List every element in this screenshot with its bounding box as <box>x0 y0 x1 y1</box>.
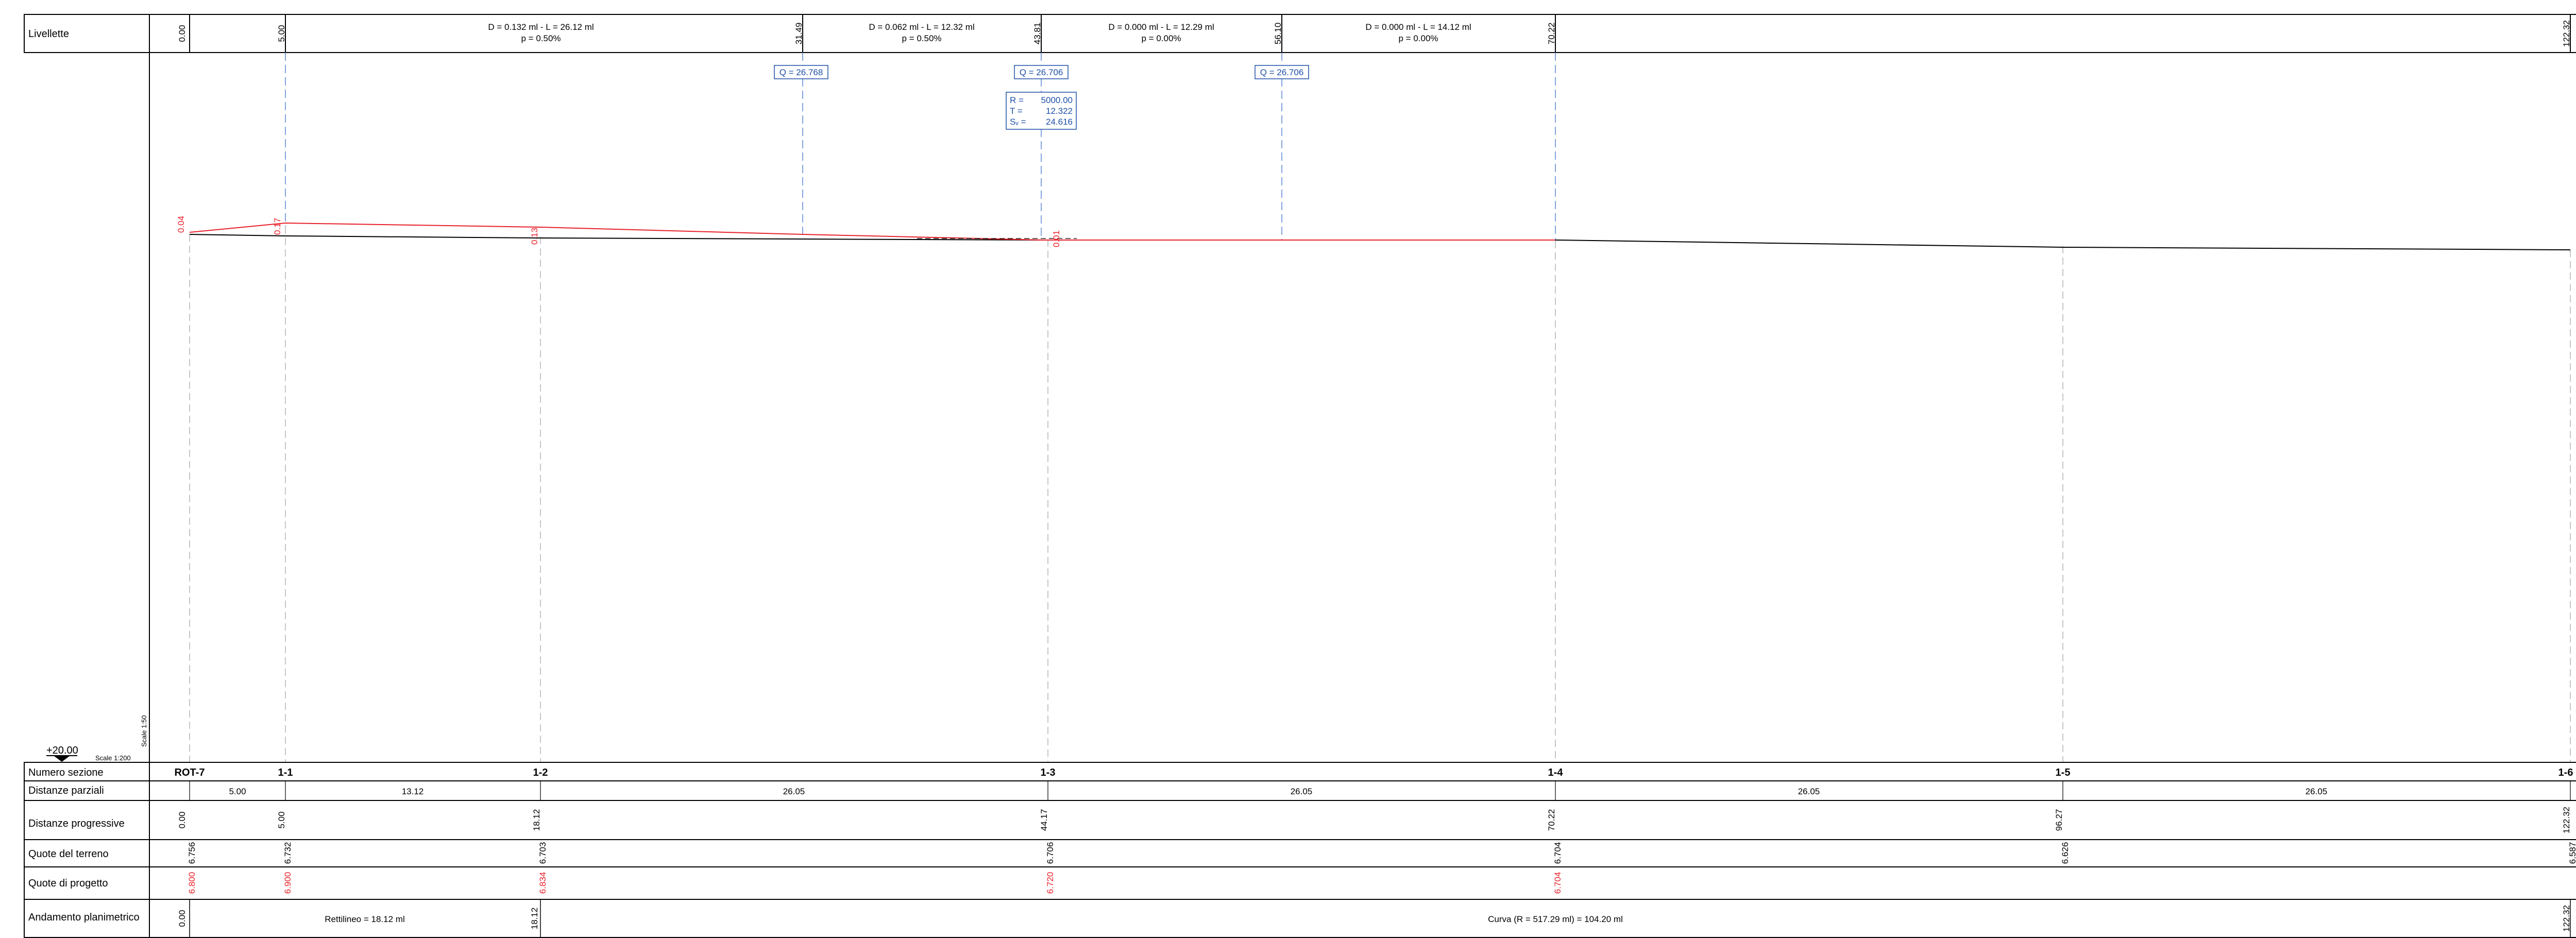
chainage-mark: 56.10 <box>1273 23 1283 45</box>
section-name: 1-3 <box>1041 767 1056 778</box>
progressive-distance: 96.27 <box>2054 809 2064 831</box>
terrain-line <box>189 234 2571 250</box>
vertical-curve-box: R = 5000.00 T = 12.322 Sᵥ = 24.616 <box>1006 92 1077 130</box>
terrain-elevation: 6.703 <box>538 842 548 864</box>
vertex-elevation: Q = 26.768 <box>779 67 823 77</box>
curve-s-label: Sᵥ = <box>1010 117 1026 127</box>
section-name: 1-2 <box>533 767 548 778</box>
planimetric-start: 0.00 <box>177 910 187 927</box>
partials-ticks <box>189 781 2571 800</box>
vertex-box <box>1255 65 1309 79</box>
segment-4-line2: p = 0.00% <box>1398 33 1438 43</box>
segment-4-line1: D = 0.000 ml - L = 14.12 ml <box>1365 22 1471 32</box>
progressive-distance: 0.00 <box>177 811 187 828</box>
vertex-elevation: Q = 26.706 <box>1020 67 1063 77</box>
vertex-elevation: Q = 26.706 <box>1260 67 1304 77</box>
row-title-andamento: Andamento planimetrico <box>28 912 140 923</box>
difference-label: 0.17 <box>273 218 282 235</box>
datum-arrow-icon <box>54 756 70 762</box>
segment-1-line1: D = 0.132 ml - L = 26.12 ml <box>488 22 594 32</box>
section-name: 1-1 <box>278 767 293 778</box>
livellette-band: Livellette 0.00 5.00 31.49 43.81 56.10 7… <box>24 14 2576 53</box>
section-name: 1-4 <box>1548 767 1564 778</box>
partial-distance: 26.05 <box>783 787 805 796</box>
section-name: 1-6 <box>2558 767 2573 778</box>
section-name: ROT-7 <box>175 767 205 778</box>
row-title-sezione: Numero sezione <box>28 767 104 778</box>
chainage-mark: 0.00 <box>177 25 187 42</box>
chainage-mark: 43.81 <box>1032 23 1042 45</box>
section-guides <box>189 227 2571 762</box>
vertex-box <box>774 65 828 79</box>
project-elevation: 6.900 <box>283 872 293 894</box>
livellette-title: Livellette <box>28 28 69 40</box>
profile-table: Numero sezione Distanze parziali Distanz… <box>24 762 2576 938</box>
segment-2-line1: D = 0.062 ml - L = 12.32 ml <box>869 22 974 32</box>
terrain-elevation: 6.704 <box>1553 842 1563 864</box>
progressive-distance: 44.17 <box>1039 809 1049 831</box>
horizontal-scale: Scale 1:200 <box>95 754 131 762</box>
livellette-frame <box>24 14 2576 53</box>
row-title-terreno: Quote del terreno <box>28 848 109 860</box>
terrain-elevation: 6.587 <box>2568 842 2576 864</box>
row-title-progetto: Quote di progetto <box>28 878 108 889</box>
terrain-elevation: 6.626 <box>2060 842 2070 864</box>
segment-3-line1: D = 0.000 ml - L = 12.29 ml <box>1108 22 1214 32</box>
chainage-mark: 5.00 <box>277 25 286 42</box>
partial-distance: 26.05 <box>2306 787 2328 796</box>
planimetric-curve-start: 18.12 <box>530 908 539 930</box>
row-title-progressive: Distanze progressive <box>28 818 125 829</box>
profile-area: Q = 26.768 Q = 26.706 Q = 26.706 R = 500… <box>46 53 2571 762</box>
vertical-scale: Scale 1:50 <box>140 715 148 747</box>
difference-label: 0.01 <box>1052 230 1061 247</box>
segment-2-line2: p = 0.50% <box>902 33 941 43</box>
curve-s-value: 24.616 <box>1046 117 1073 127</box>
terrain-elevation: 6.706 <box>1045 842 1055 864</box>
partial-distance: 26.05 <box>1291 787 1313 796</box>
chainage-mark: 122.32 <box>2562 20 2571 47</box>
section-name: 1-5 <box>2056 767 2071 778</box>
progressive-distance: 18.12 <box>532 809 541 831</box>
planimetric-end: 122.32 <box>2562 905 2571 932</box>
datum-label: +20.00 <box>46 745 78 756</box>
difference-label: 0.04 <box>176 216 186 233</box>
project-elevation: 6.800 <box>187 872 197 894</box>
curve-r-label: R = <box>1010 95 1024 105</box>
curve-r-value: 5000.00 <box>1041 95 1073 105</box>
progressive-distance: 5.00 <box>277 811 286 828</box>
project-elevation: 6.834 <box>538 872 548 894</box>
vertex-box <box>1014 65 1069 79</box>
progressive-distance: 70.22 <box>1547 809 1556 831</box>
planimetric-straight: Rettilineo = 18.12 ml <box>325 914 404 924</box>
terrain-elevation: 6.756 <box>187 842 197 864</box>
row-title-parziali: Distanze parziali <box>28 785 104 796</box>
vertex-guides <box>285 53 1556 241</box>
partial-distance: 26.05 <box>1798 787 1820 796</box>
table-rules <box>24 762 2576 937</box>
partial-distance: 13.12 <box>402 787 424 796</box>
chainage-mark: 70.22 <box>1547 23 1556 45</box>
chainage-mark: 31.49 <box>794 23 804 45</box>
partial-distance: 5.00 <box>229 787 246 796</box>
project-elevation: 6.720 <box>1045 872 1055 894</box>
curve-t-label: T = <box>1010 106 1023 116</box>
terrain-elevation: 6.732 <box>283 842 293 864</box>
table-frame <box>24 762 2576 938</box>
progressive-distance: 122.32 <box>2562 807 2571 833</box>
segment-3-line2: p = 0.00% <box>1141 33 1181 43</box>
planimetric-curve: Curva (R = 517.29 ml) = 104.20 ml <box>1488 914 1623 924</box>
planimetric-ticks <box>189 899 2571 937</box>
segment-1-line2: p = 0.50% <box>521 33 561 43</box>
difference-label: 0.13 <box>530 228 539 245</box>
project-elevation: 6.704 <box>1553 872 1563 894</box>
project-line <box>189 222 1555 241</box>
curve-t-value: 12.322 <box>1046 106 1073 116</box>
